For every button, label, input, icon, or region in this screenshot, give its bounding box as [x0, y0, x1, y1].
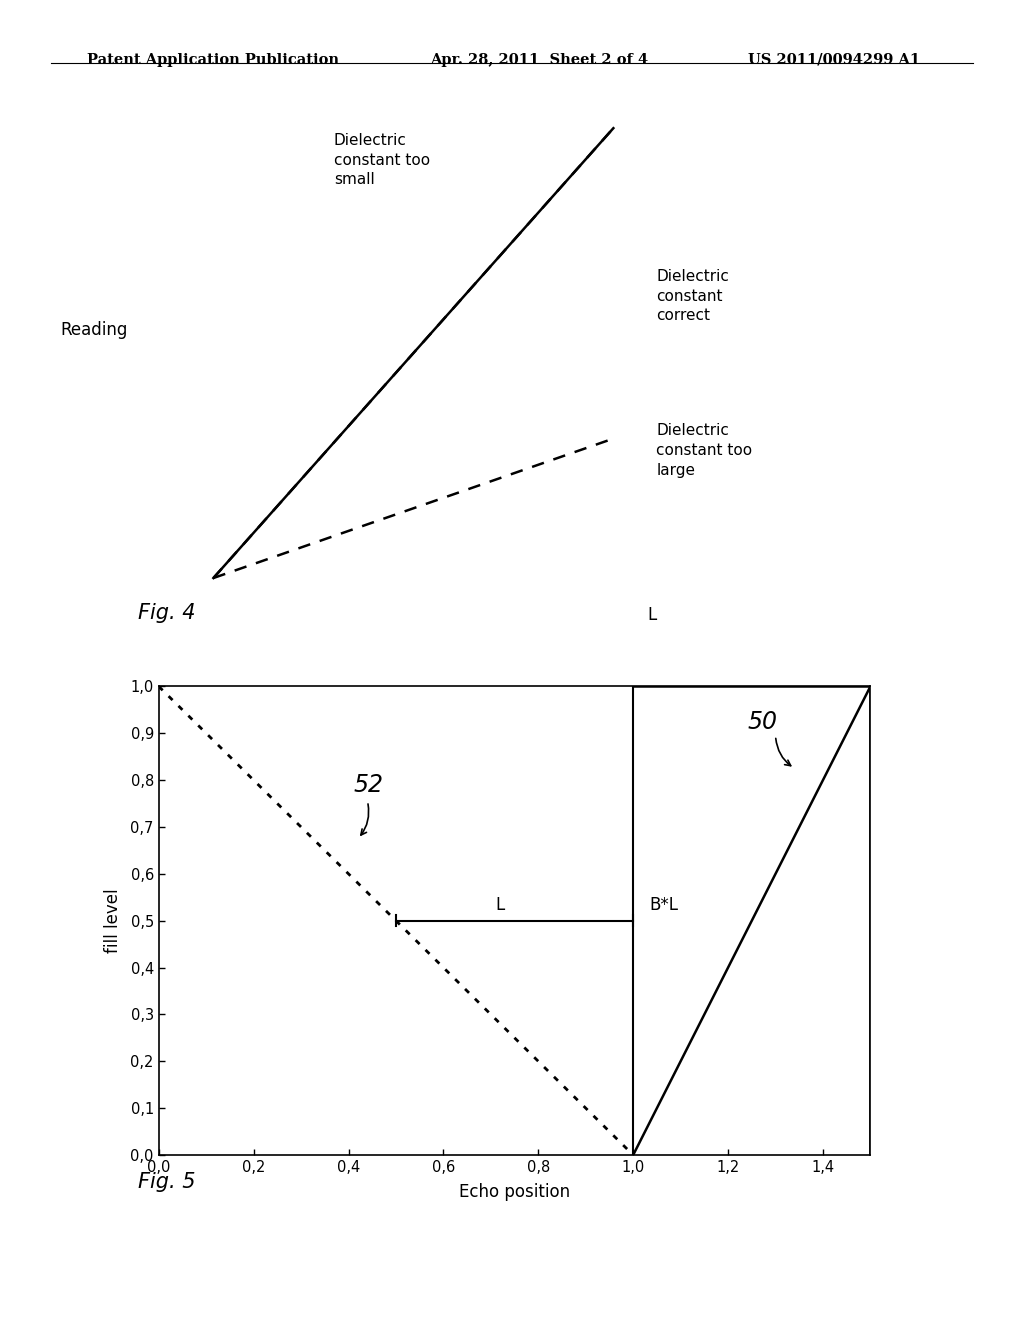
Text: US 2011/0094299 A1: US 2011/0094299 A1 [748, 53, 920, 67]
Text: Fig. 4: Fig. 4 [138, 603, 196, 623]
X-axis label: Echo position: Echo position [459, 1183, 570, 1201]
Text: 50: 50 [748, 710, 777, 734]
Y-axis label: fill level: fill level [104, 888, 122, 953]
Text: Reading: Reading [60, 321, 127, 339]
Text: Dielectric
constant
correct: Dielectric constant correct [656, 269, 729, 323]
Text: Dielectric
constant too
small: Dielectric constant too small [334, 133, 430, 187]
Text: Fig. 5: Fig. 5 [138, 1172, 196, 1192]
Text: L: L [647, 606, 656, 624]
Text: Dielectric
constant too
large: Dielectric constant too large [656, 424, 753, 478]
Text: Patent Application Publication: Patent Application Publication [87, 53, 339, 67]
Text: Apr. 28, 2011  Sheet 2 of 4: Apr. 28, 2011 Sheet 2 of 4 [430, 53, 648, 67]
Text: 52: 52 [353, 774, 383, 797]
Text: L: L [496, 896, 505, 913]
Text: B*L: B*L [650, 896, 679, 913]
